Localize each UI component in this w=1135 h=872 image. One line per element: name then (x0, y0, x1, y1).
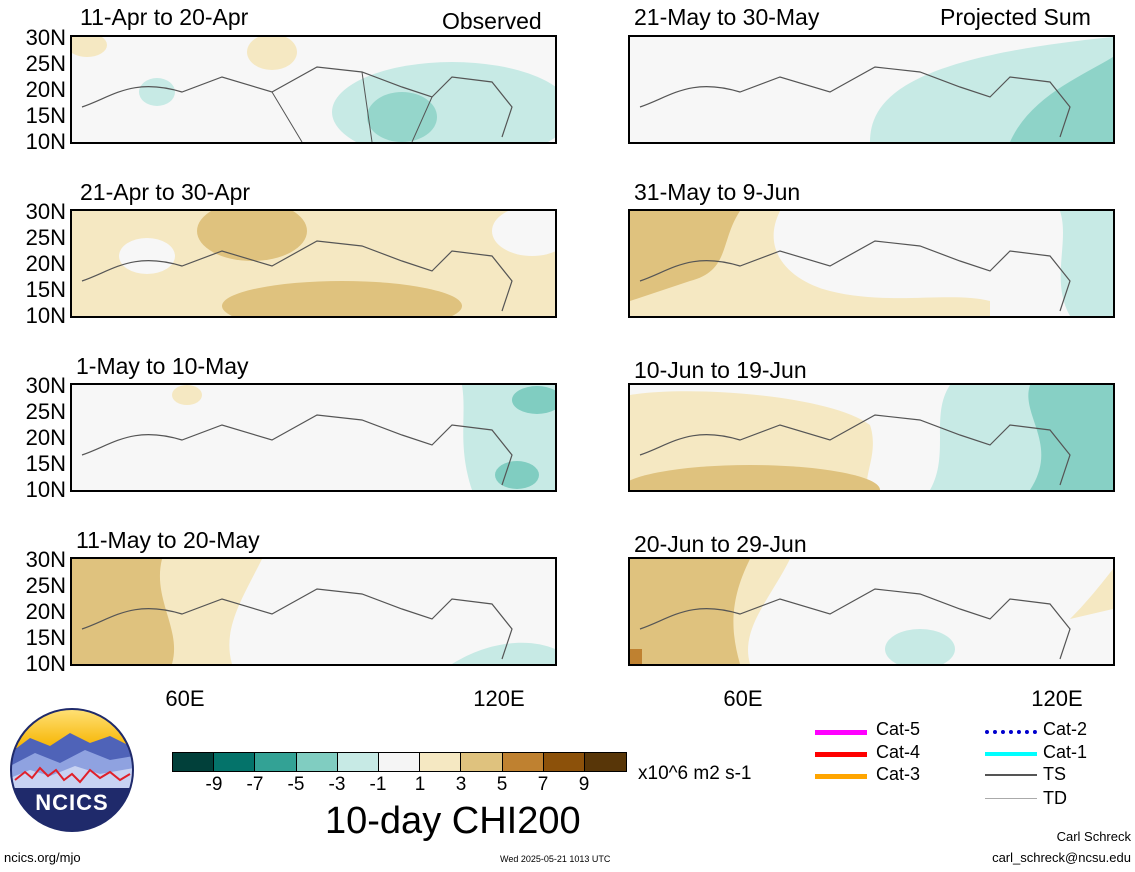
panel-3-title: 1-May to 10-May (76, 353, 249, 379)
colorbar-tick: 9 (578, 774, 590, 795)
panel-1-title: 11-Apr to 20-Apr (80, 4, 249, 30)
map-panel-2 (70, 209, 557, 318)
panel-5-title: 21-May to 30-May (634, 4, 820, 30)
lat-label: 30N (25, 199, 66, 224)
colorbar-swatch (378, 753, 421, 771)
map-panel-1 (70, 35, 557, 144)
lon-label-left-60e: 60E (165, 686, 205, 711)
legend-label-ts: TS (1043, 764, 1067, 784)
lat-label: 20N (25, 425, 66, 450)
colorbar-tick: -7 (246, 774, 264, 795)
map-panel-8 (628, 557, 1115, 666)
panel-2-title: 21-Apr to 30-Apr (80, 179, 251, 205)
colorbar-swatch (337, 753, 379, 771)
lat-label: 30N (25, 547, 66, 572)
footer-author: Carl Schreck (1056, 829, 1131, 844)
legend-line-cat3 (815, 774, 867, 779)
lat-label: 20N (25, 77, 66, 102)
legend-line-cat5 (815, 730, 867, 735)
legend-line-ts (985, 774, 1037, 776)
ncics-logo-graphic (10, 708, 134, 832)
colorbar-swatch (502, 753, 544, 771)
map-panel-7-field (630, 385, 1113, 490)
panel-7-title: 10-Jun to 19-Jun (634, 357, 807, 383)
legend-label-cat4: Cat-4 (876, 742, 921, 762)
legend-line-td (985, 798, 1037, 799)
legend-label-cat5: Cat-5 (876, 719, 921, 739)
map-panel-4-field (72, 559, 555, 664)
colorbar-tick: 3 (455, 774, 467, 795)
map-panel-5-field (630, 37, 1113, 142)
lat-label: 15N (25, 277, 66, 302)
legend-line-cat2 (985, 730, 1037, 734)
map-panel-2-field (72, 211, 555, 316)
panel-8-title: 20-Jun to 29-Jun (634, 531, 807, 557)
colorbar-swatch (255, 753, 297, 771)
lat-label: 15N (25, 625, 66, 650)
map-panel-3-field (72, 385, 555, 490)
panel-4-title: 11-May to 20-May (76, 527, 260, 553)
colorbar-tick: 7 (537, 774, 549, 795)
lat-label: 20N (25, 599, 66, 624)
lat-label: 25N (25, 573, 66, 598)
lat-label: 10N (25, 303, 66, 328)
legend-label-cat3: Cat-3 (876, 764, 921, 784)
footer-timestamp: Wed 2025-05-21 1013 UTC (500, 854, 611, 864)
map-panel-6-field (630, 211, 1113, 316)
lon-label-right-120e: 120E (1031, 686, 1083, 711)
colorbar-swatch (543, 753, 585, 771)
legend-label-td: TD (1043, 788, 1067, 808)
lat-label: 15N (25, 103, 66, 128)
legend-line-cat1 (985, 752, 1037, 756)
lon-label-left-120e: 120E (473, 686, 525, 711)
lat-label: 25N (25, 51, 66, 76)
map-panel-7 (628, 383, 1115, 492)
lat-label: 10N (25, 477, 66, 502)
map-panel-4 (70, 557, 557, 666)
colorbar-tick: -3 (328, 774, 346, 795)
legend-label-cat2: Cat-2 (1043, 719, 1088, 739)
colorbar-tick: 1 (414, 774, 426, 795)
colorbar-swatch (296, 753, 338, 771)
lat-label: 30N (25, 373, 66, 398)
colorbar-tick: -9 (205, 774, 223, 795)
map-panel-3 (70, 383, 557, 492)
panel-5-tag: Projected Sum (940, 4, 1091, 30)
ncics-logo-text: NCICS (35, 790, 109, 815)
colorbar-swatch (173, 753, 215, 771)
colorbar (172, 752, 628, 772)
colorbar-units: x10^6 m2 s-1 (638, 763, 752, 784)
lat-label: 10N (25, 651, 66, 676)
legend-line-cat4 (815, 752, 867, 757)
lat-label: 20N (25, 251, 66, 276)
footer-url[interactable]: ncics.org/mjo (4, 850, 81, 865)
lat-label: 25N (25, 399, 66, 424)
panel-1-tag: Observed (442, 8, 542, 34)
colorbar-tick: 5 (496, 774, 508, 795)
lon-label-right-60e: 60E (723, 686, 763, 711)
colorbar-tick: -1 (369, 774, 387, 795)
colorbar-swatch (420, 753, 462, 771)
map-panel-5 (628, 35, 1115, 144)
map-panel-6 (628, 209, 1115, 318)
legend-label-cat1: Cat-1 (1043, 742, 1088, 762)
colorbar-swatch (214, 753, 256, 771)
lat-label: 15N (25, 451, 66, 476)
colorbar-tick: -5 (287, 774, 305, 795)
colorbar-swatch (461, 753, 503, 771)
map-panel-8-field (630, 559, 1113, 664)
lat-label: 30N (25, 25, 66, 50)
panel-6-title: 31-May to 9-Jun (634, 179, 801, 205)
lat-label: 10N (25, 129, 66, 154)
lat-label: 25N (25, 225, 66, 250)
ncics-logo: NCICS (10, 708, 134, 832)
map-panel-1-field (72, 37, 555, 142)
colorbar-swatch (584, 753, 627, 771)
footer-email[interactable]: carl_schreck@ncsu.edu (992, 850, 1131, 865)
colorbar-title: 10-day CHI200 (325, 800, 581, 842)
